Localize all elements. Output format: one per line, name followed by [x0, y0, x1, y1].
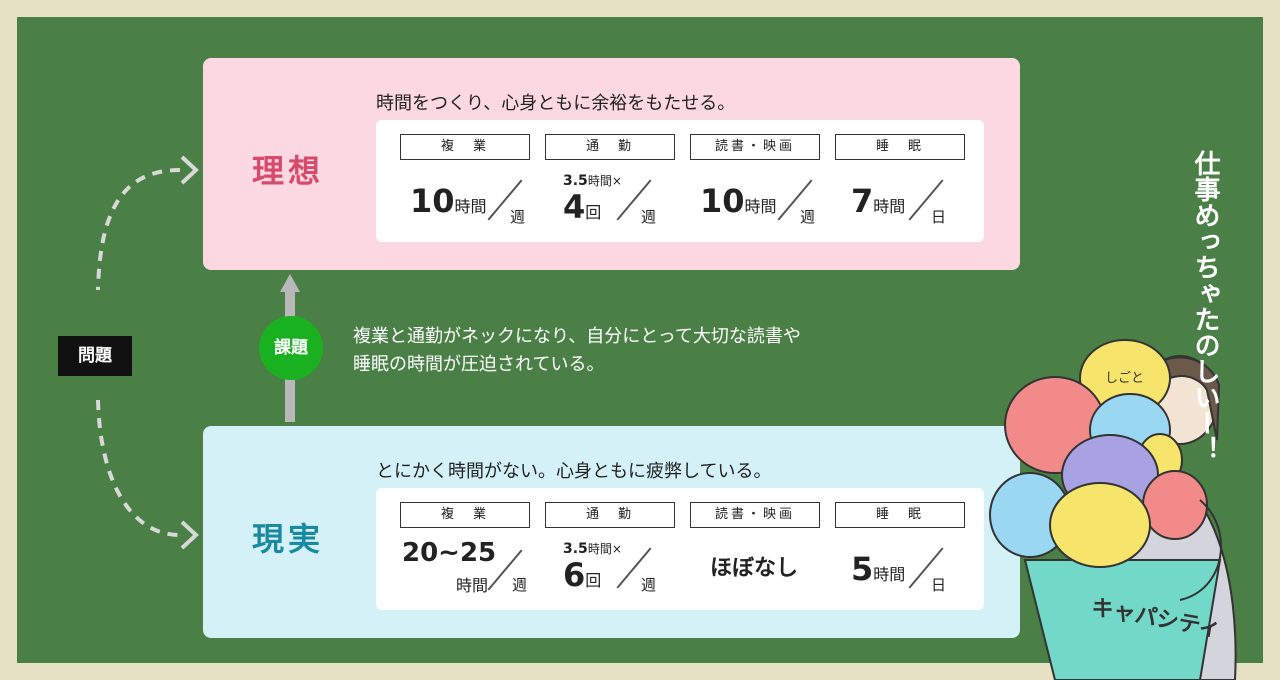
shout-text: 仕事めっちゃたのしいー！	[1190, 150, 1220, 462]
cell-header: 睡 眠	[835, 502, 965, 528]
per: 週	[512, 576, 528, 594]
unit: 時間	[744, 197, 777, 216]
issue-line-1: 複業と通勤がネックになり、自分にとって大切な読書や	[353, 326, 801, 347]
real-panel: 複 業 20~25 時間 週 通 勤 3.5時間× 6回 週 読書・映画 ほぼな…	[376, 488, 984, 610]
unit: 時間	[873, 197, 906, 216]
per: 週	[641, 208, 657, 226]
ideal-fukugyo: 複 業 10時間 週	[400, 134, 530, 242]
blob-label: しごと	[1105, 370, 1144, 386]
real-suimin: 睡 眠 5時間 日	[835, 502, 965, 610]
issue-badge: 課題	[259, 316, 323, 380]
ideal-tsukin: 通 勤 3.5時間× 4回 週	[545, 134, 675, 242]
real-fukugyo: 複 業 20~25 時間 週	[400, 502, 530, 610]
unit: 回	[585, 203, 602, 222]
per: 週	[510, 208, 526, 226]
cell-header: 読書・映画	[690, 134, 820, 160]
note-unit: 時間×	[587, 174, 622, 188]
value: 6	[563, 556, 586, 594]
unit: 時間	[873, 565, 906, 584]
cell-header: 睡 眠	[835, 134, 965, 160]
value: 10	[700, 182, 745, 220]
note-unit: 時間×	[587, 542, 622, 556]
cell-header: 通 勤	[545, 134, 675, 160]
unit: 回	[585, 571, 602, 590]
unit: 時間	[454, 197, 487, 216]
ideal-title: 理想	[251, 152, 324, 190]
ideal-card: 理想 時間をつくり、心身ともに余裕をもたせる。 複 業 10時間 週 通 勤 3…	[203, 58, 1020, 270]
value: 20~25	[402, 538, 497, 568]
value: 5	[851, 550, 874, 588]
issue-line-2: 睡眠の時間が圧迫されている。	[353, 354, 605, 375]
up-arrow-icon	[280, 274, 300, 292]
per: 日	[931, 208, 947, 226]
per: 週	[800, 208, 816, 226]
ideal-panel: 複 業 10時間 週 通 勤 3.5時間× 4回 週 読書・映画 10時間	[376, 120, 984, 242]
per: 日	[931, 576, 947, 594]
real-card: 現実 とにかく時間がない。心身ともに疲弊している。 複 業 20~25 時間 週…	[203, 426, 1020, 638]
value: 7	[851, 182, 874, 220]
ideal-description: 時間をつくり、心身ともに余裕をもたせる。	[376, 93, 736, 114]
note-num: 3.5	[563, 173, 588, 189]
character-illustration: しごと キャパシティ	[989, 339, 1237, 680]
issue-text: 複業と通勤がネックになり、自分にとって大切な読書や 睡眠の時間が圧迫されている。	[353, 323, 801, 379]
real-description: とにかく時間がない。心身ともに疲弊している。	[376, 461, 772, 482]
value: 4	[563, 188, 586, 226]
note-num: 3.5	[563, 541, 588, 557]
ideal-dokusho: 読書・映画 10時間 週	[690, 134, 820, 242]
value: 10	[410, 182, 455, 220]
value: ほぼなし	[709, 556, 798, 581]
real-title: 現実	[251, 520, 324, 558]
problem-label: 問題	[58, 336, 132, 376]
real-tsukin: 通 勤 3.5時間× 6回 週	[545, 502, 675, 610]
cell-header: 読書・映画	[690, 502, 820, 528]
cell-header: 複 業	[400, 134, 530, 160]
real-dokusho: 読書・映画 ほぼなし	[690, 502, 820, 610]
unit: 時間	[456, 576, 489, 595]
per: 週	[641, 576, 657, 594]
cell-header: 複 業	[400, 502, 530, 528]
ideal-suimin: 睡 眠 7時間 日	[835, 134, 965, 242]
cell-header: 通 勤	[545, 502, 675, 528]
